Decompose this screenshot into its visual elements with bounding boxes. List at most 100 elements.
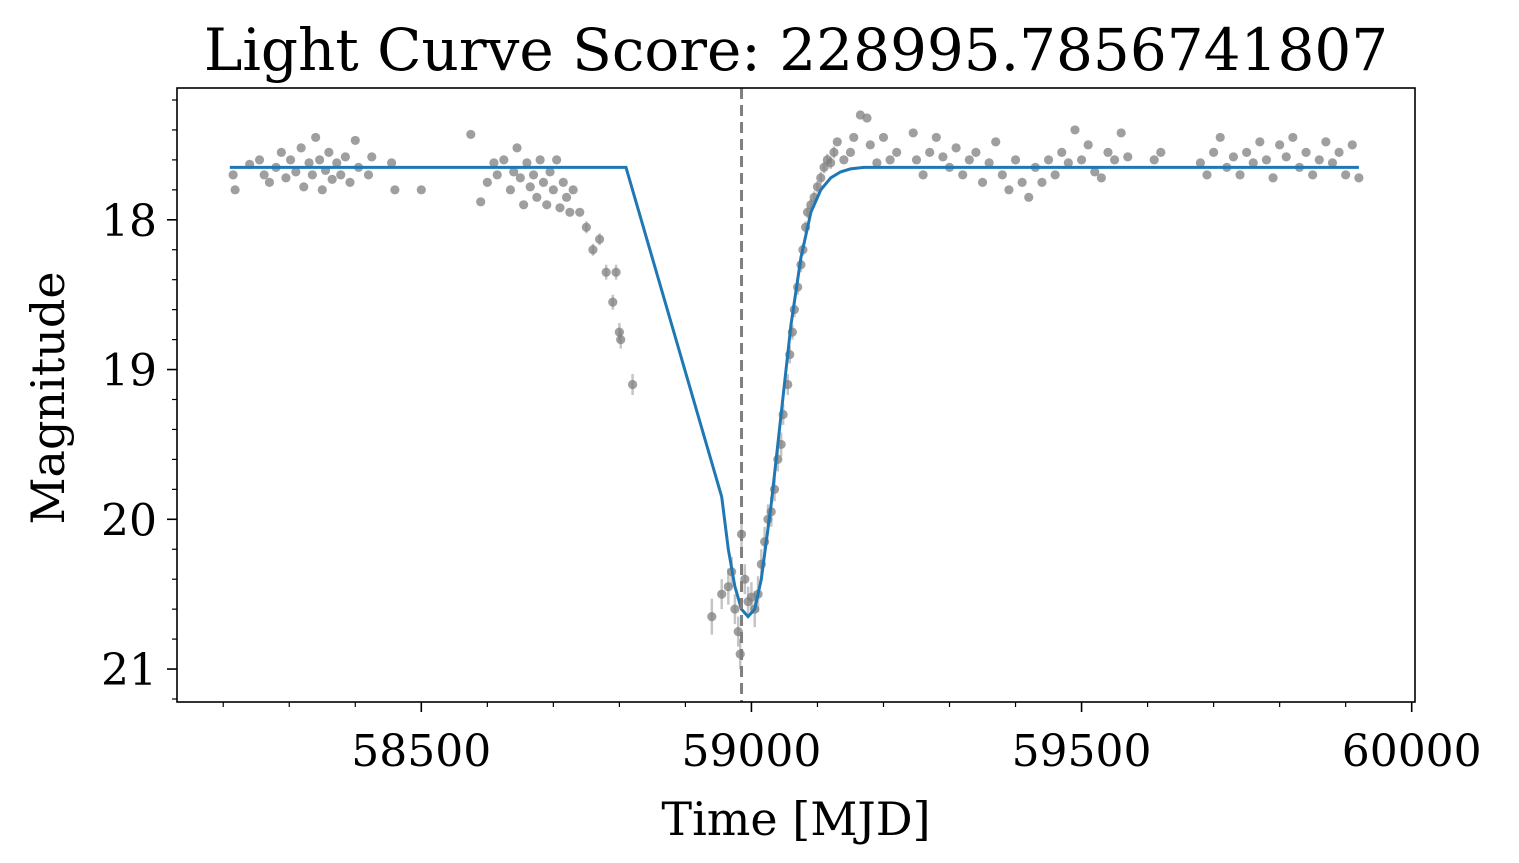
data-point	[1228, 152, 1239, 162]
data-point	[997, 170, 1007, 180]
data-point	[367, 152, 377, 162]
y-axis-label: Magnitude	[21, 271, 75, 524]
data-point	[522, 158, 532, 168]
data-point	[1268, 173, 1278, 183]
data-point	[931, 132, 941, 143]
data-point	[304, 158, 314, 168]
data-point	[1096, 173, 1106, 183]
data-point	[1341, 170, 1351, 180]
x-tick-labels: 58500 59000 59500 60000	[351, 726, 1481, 777]
data-point	[839, 155, 849, 165]
data-point	[1327, 158, 1338, 168]
data-point	[1209, 147, 1219, 157]
data-point	[594, 234, 605, 244]
data-point	[1076, 155, 1087, 165]
x-tick-label: 60000	[1342, 726, 1482, 777]
model-curve	[229, 165, 1359, 619]
data-point	[614, 327, 624, 337]
y-tick-label: 19	[101, 346, 157, 397]
data-point	[849, 132, 859, 143]
data-point	[872, 158, 882, 168]
data-point	[908, 128, 918, 138]
data-point	[509, 167, 519, 177]
data-point	[1070, 125, 1080, 135]
data-point	[581, 222, 591, 232]
data-point	[416, 185, 426, 195]
data-point	[482, 177, 492, 187]
data-point	[499, 155, 509, 165]
data-point	[555, 203, 565, 213]
data-point	[1202, 170, 1212, 180]
data-point	[492, 170, 502, 180]
data-point	[515, 173, 525, 183]
x-axis-label: Time [MJD]	[661, 792, 930, 846]
data-point	[892, 147, 902, 157]
minor-ticks	[172, 99, 1347, 707]
x-tick-label: 59500	[1012, 726, 1152, 777]
data-point	[1261, 155, 1272, 165]
data-point	[327, 174, 337, 184]
data-point	[1215, 132, 1225, 143]
data-point	[1195, 158, 1206, 168]
data-point	[575, 207, 585, 217]
data-point	[865, 140, 875, 150]
y-tick-label: 20	[101, 495, 157, 546]
x-tick-label: 58500	[351, 726, 491, 777]
data-point	[1109, 155, 1120, 165]
data-point	[228, 170, 238, 180]
data-point	[528, 170, 539, 180]
data-point	[1116, 128, 1126, 138]
data-point	[1004, 185, 1014, 195]
data-point	[1149, 155, 1159, 165]
data-point	[1314, 155, 1324, 165]
data-point	[558, 177, 568, 187]
data-point	[561, 192, 572, 202]
plot-area	[228, 88, 1364, 702]
y-tick-label: 21	[101, 645, 157, 696]
data-point	[1275, 140, 1285, 150]
data-point	[535, 155, 545, 165]
data-point	[627, 379, 638, 390]
data-point	[816, 173, 826, 183]
data-point	[285, 155, 296, 165]
data-point	[565, 207, 575, 217]
data-point	[958, 170, 968, 180]
data-point	[1308, 170, 1318, 180]
data-point	[568, 185, 578, 195]
data-point	[1156, 147, 1166, 157]
data-point	[525, 182, 535, 192]
axes-frame	[176, 87, 1416, 703]
data-point	[315, 155, 325, 165]
y-tick-labels: 18 19 20 21	[101, 196, 157, 696]
error-bars	[585, 146, 836, 670]
data-point	[707, 612, 717, 622]
major-ticks	[167, 218, 1413, 712]
data-point	[340, 152, 350, 162]
data-point	[977, 177, 988, 187]
data-point	[476, 197, 486, 207]
data-point	[1281, 152, 1291, 162]
data-point	[336, 170, 346, 180]
data-point	[230, 185, 240, 195]
data-point	[532, 192, 542, 202]
data-point	[1090, 167, 1100, 177]
data-point	[1235, 170, 1245, 180]
data-point	[1242, 147, 1252, 157]
data-point	[1017, 177, 1027, 187]
data-point	[616, 334, 626, 345]
data-point	[1024, 192, 1034, 202]
data-point	[1043, 155, 1054, 165]
data-point	[971, 147, 981, 157]
data-point	[611, 267, 621, 277]
data-point	[984, 158, 994, 168]
data-point	[538, 177, 549, 187]
data-point	[1321, 137, 1331, 147]
data-point	[1288, 132, 1298, 143]
data-points	[228, 110, 1364, 659]
data-point	[276, 147, 286, 157]
data-point	[291, 167, 301, 177]
data-point	[723, 582, 733, 592]
data-point	[885, 155, 895, 165]
data-point	[363, 170, 374, 180]
data-point	[296, 143, 306, 153]
